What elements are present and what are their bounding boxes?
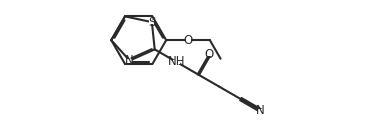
Text: NH: NH bbox=[167, 55, 185, 68]
Text: S: S bbox=[148, 16, 155, 29]
Bar bbox=[173, 60, 180, 64]
Bar bbox=[207, 52, 212, 56]
Bar bbox=[186, 38, 191, 42]
Text: O: O bbox=[184, 34, 193, 47]
Bar bbox=[127, 59, 132, 62]
Bar bbox=[149, 20, 154, 24]
Text: N: N bbox=[256, 104, 265, 117]
Text: N: N bbox=[125, 54, 134, 67]
Bar bbox=[259, 109, 263, 113]
Text: O: O bbox=[205, 48, 214, 61]
